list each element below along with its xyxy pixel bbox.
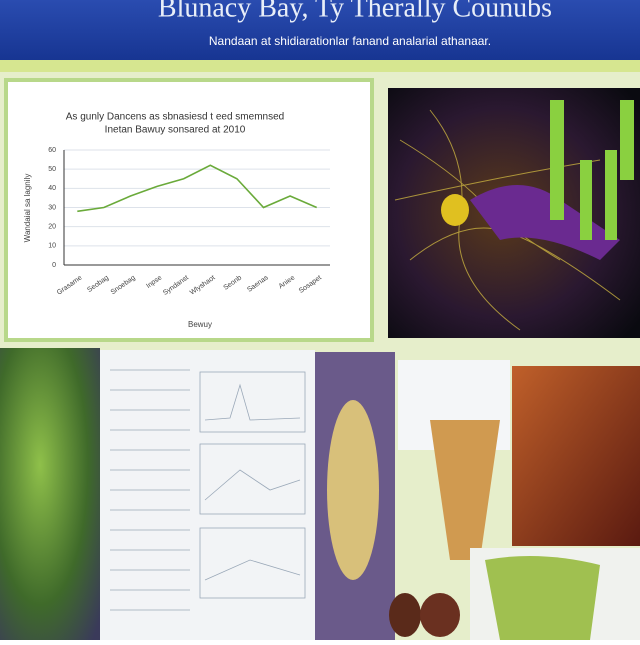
bone-shape — [327, 400, 379, 580]
x-axis-label: Bewuy — [188, 320, 212, 329]
yellow-node — [441, 194, 469, 226]
header-title: Blunacy Bay, Ty Therally Counubs — [158, 0, 552, 23]
y-tick-label: 40 — [48, 185, 56, 192]
y-tick-label: 10 — [48, 243, 56, 250]
header-subtitle: Nandaan at shidiarationlar fanand analar… — [209, 34, 491, 48]
header-strip — [0, 60, 640, 72]
y-tick-label: 20 — [48, 224, 56, 231]
chart-title: As gunly Dancens as sbnasiesd t eed smem… — [66, 112, 284, 123]
y-axis-label: Wandaial sa lagnily — [23, 174, 32, 243]
document-graphs — [110, 369, 306, 611]
y-tick-label: 30 — [48, 204, 56, 211]
muscle-image — [512, 366, 640, 546]
y-tick-label: 60 — [48, 147, 56, 154]
moss-image — [0, 348, 100, 640]
y-tick-label: 50 — [48, 166, 56, 173]
chart-subtitle: Inetan Bawuy sonsared at 2010 — [105, 125, 246, 136]
y-tick-label: 0 — [52, 262, 56, 269]
header-bar — [0, 0, 640, 60]
data-line — [77, 164, 318, 213]
purple-organ — [470, 185, 620, 260]
organ-a — [389, 593, 421, 637]
green-stalks — [550, 100, 634, 240]
limb-image — [430, 420, 500, 560]
document-sheets — [100, 350, 315, 640]
chart-panel — [8, 82, 370, 338]
organ-b — [420, 593, 460, 637]
green-limb — [485, 556, 600, 640]
